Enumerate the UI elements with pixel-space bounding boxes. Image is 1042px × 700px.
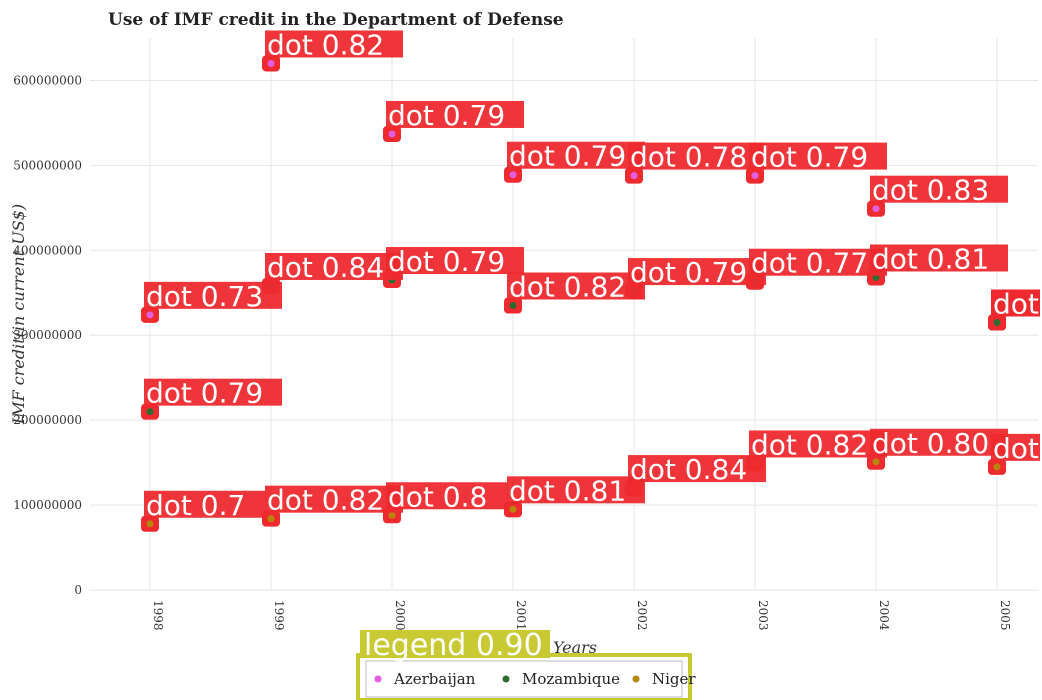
annotation-label: dot 0.79 [509,140,626,173]
annotation-label: dot 0.82 [267,28,384,61]
annotation-label: dot 0.82 [751,428,868,461]
x-tick-label: 2002 [635,600,649,631]
annotation-label: dot 0.73 [146,280,263,313]
x-tick-label: 1998 [151,600,165,631]
annotation-label: dot 0.8 [388,480,487,513]
annotation-label: dot 0.77 [751,247,868,280]
legend-marker-azerbaijan [375,676,382,683]
annotation-label: dot 0.81 [872,242,989,275]
legend-marker-mozambique [503,676,510,683]
annotation-label: dot 0.79 [388,245,505,278]
legend-title: legend 0.90 [364,628,543,663]
legend-entry-mozambique: Mozambique [522,670,620,688]
y-axis-label: IMF credit(in current US$) [9,204,28,425]
x-tick-label: 1999 [272,600,286,631]
legend: legend 0.90 Azerbaijan Mozambique Niger [358,628,696,700]
y-tick-label: 500000000 [13,158,82,172]
x-tick-label: 2003 [756,600,770,631]
annotation-label: dot 0.79 [388,99,505,132]
annotation-label: dot 0.78 [630,141,747,174]
x-tick-labels: 1998 1999 2000 2001 2002 2003 2004 2005 [151,600,1012,631]
annotation-label: dot 0.83 [872,174,989,207]
annotation-label: dot 0.79 [146,377,263,410]
annotation-label: dot [993,432,1039,465]
annotation-label: dot 0.82 [509,271,626,304]
annotation-label: dot [993,287,1039,320]
annotation-label: dot 0.84 [267,251,384,284]
annotation-label: dot 0.80 [872,427,989,460]
chart-title: Use of IMF credit in the Department of D… [108,10,564,30]
legend-entry-niger: Niger [652,670,696,688]
y-tick-label: 0 [74,583,82,597]
annotation-label: dot 0.82 [267,484,384,517]
annotation-label: dot 0.81 [509,474,626,507]
annotation-label: dot 0.79 [751,141,868,174]
annotation-label: dot 0.7 [146,489,245,522]
y-tick-label: 600000000 [13,73,82,87]
legend-entry-azerbaijan: Azerbaijan [393,670,476,688]
x-tick-label: 2000 [393,600,407,631]
y-tick-label: 100000000 [13,498,82,512]
legend-marker-niger [633,676,640,683]
x-tick-label: 2005 [998,600,1012,631]
x-tick-label: 2004 [877,600,891,631]
annotation-label: dot 0.84 [630,453,747,486]
annotation-label: dot 0.79 [630,256,747,289]
x-tick-label: 2001 [514,600,528,631]
